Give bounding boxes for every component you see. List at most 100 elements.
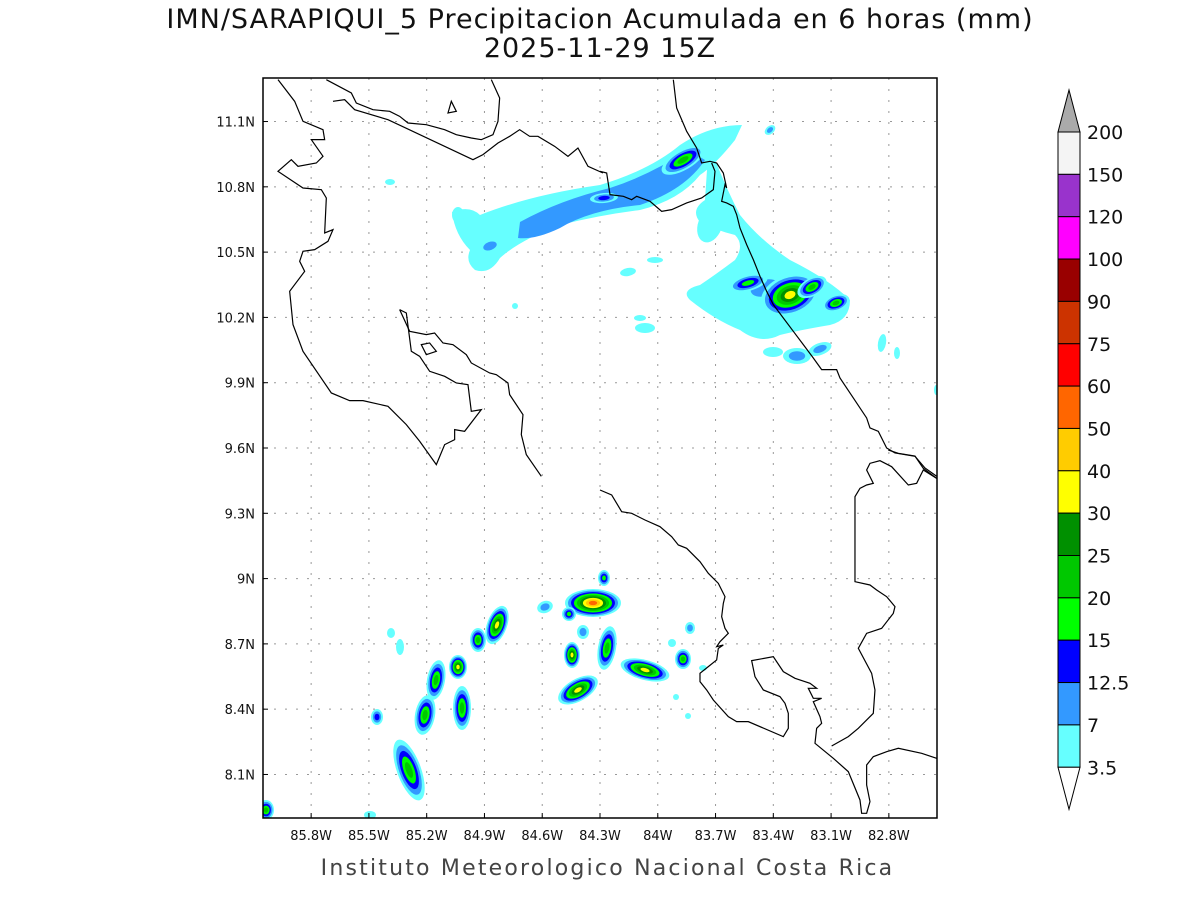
rain-cell: [784, 290, 796, 300]
lon-tick-label: 83.1W: [810, 829, 852, 844]
rain-cell: [604, 642, 610, 654]
rain-cell: [512, 303, 518, 309]
rain-cell: [832, 300, 840, 306]
colorbar-label: 7: [1087, 715, 1099, 737]
rain-cell: [588, 600, 598, 606]
lat-tick-label: 9.6N: [225, 442, 255, 457]
rain-cell: [697, 207, 723, 243]
rain-cell: [877, 334, 887, 352]
colorbar-label: 90: [1087, 291, 1111, 313]
rain-cell: [263, 807, 269, 813]
lon-tick-label: 85.2W: [406, 829, 448, 844]
rain-cell: [763, 347, 783, 357]
lat-tick-label: 10.2N: [216, 311, 255, 326]
colorbar-bin: [1057, 724, 1081, 768]
rain-cell: [647, 257, 663, 263]
colorbar-label: 50: [1087, 418, 1111, 440]
coastlines: [278, 80, 937, 814]
rain-cell: [741, 280, 755, 286]
rain-cell: [566, 611, 572, 617]
rain-cell: [385, 179, 395, 185]
colorbar-bin: [1057, 300, 1081, 345]
rain-cell: [574, 687, 582, 693]
colorbar-label: 150: [1087, 164, 1123, 186]
rain-cell: [387, 628, 395, 638]
rain-cell: [685, 713, 691, 719]
rain-cell: [766, 127, 774, 133]
rain-cell: [894, 347, 900, 359]
rain-cell: [579, 627, 587, 637]
rain-cell: [620, 267, 636, 277]
colorbar-label: 75: [1087, 334, 1111, 356]
footer-credit: Instituto Meteorologico Nacional Costa R…: [320, 856, 895, 881]
rain-cell: [456, 664, 460, 670]
colorbar-label: 3.5: [1087, 757, 1117, 779]
rain-cell: [598, 195, 610, 201]
lat-tick-label: 8.7N: [225, 638, 255, 653]
rain-cell: [813, 344, 827, 354]
colorbar-bin: [1057, 173, 1081, 218]
rain-cell: [788, 351, 806, 361]
colorbar-label: 100: [1087, 249, 1123, 271]
lon-tick-label: 84.3W: [579, 829, 621, 844]
lat-tick-label: 8.4N: [225, 703, 255, 718]
colorbar-label: 20: [1087, 588, 1111, 610]
lon-tick-label: 85.5W: [348, 829, 390, 844]
colorbar-label: 200: [1087, 122, 1123, 144]
rain-cell: [808, 284, 816, 290]
colorbar-bin: [1057, 385, 1081, 429]
colorbar-label: 25: [1087, 546, 1111, 568]
lon-tick-label: 83.4W: [752, 829, 794, 844]
lon-tick-label: 84.6W: [521, 829, 563, 844]
colorbar-bin: [1057, 343, 1081, 387]
rain-cell: [635, 323, 655, 333]
rain-cell: [422, 709, 428, 721]
rain-cell: [396, 639, 404, 655]
rain-cell: [668, 639, 676, 647]
lat-tick-label: 11.1N: [216, 116, 255, 131]
rain-cell: [540, 603, 550, 611]
rain-cell: [483, 241, 497, 251]
rain-cell: [404, 762, 414, 778]
colorbar-bin: [1057, 427, 1081, 472]
colorbar-label: 30: [1087, 503, 1111, 525]
map-title: IMN/SARAPIQUI_5 Precipitacion Acumulada …: [166, 4, 1034, 35]
colorbar-bin: [1057, 258, 1081, 302]
rain-cell: [433, 674, 439, 686]
lon-tick-label: 84.9W: [464, 829, 506, 844]
colorbar-bin: [1057, 131, 1081, 175]
rain-cell: [494, 621, 500, 629]
colorbar-over-triangle: [1057, 88, 1081, 133]
colorbar-bin: [1057, 470, 1081, 514]
rain-cell: [475, 636, 481, 644]
precipitation-field: [263, 125, 937, 818]
colorbar-label: 120: [1087, 207, 1123, 229]
lat-tick-label: 9N: [237, 573, 255, 588]
lon-tick-label: 84W: [643, 829, 673, 844]
lat-tick-label: 10.5N: [216, 246, 255, 261]
colorbar-label: 12.5: [1087, 673, 1129, 695]
lon-tick-label: 85.8W: [290, 829, 332, 844]
colorbar-label: 15: [1087, 630, 1111, 652]
colorbar-under-triangle: [1057, 766, 1081, 812]
rain-cell: [452, 207, 464, 223]
rain-cell: [374, 713, 380, 721]
colorbar-bin: [1057, 216, 1081, 260]
lat-tick-label: 9.9N: [225, 377, 255, 392]
rain-cell: [673, 694, 679, 700]
lat-tick-label: 10.8N: [216, 181, 255, 196]
rain-cell: [680, 656, 686, 662]
rain-cell: [677, 156, 689, 164]
colorbar-bin: [1057, 682, 1081, 726]
map-valid-time: 2025-11-29 15Z: [483, 33, 717, 64]
colorbar-bin: [1057, 639, 1081, 684]
rain-cell: [687, 624, 693, 632]
colorbar-legend: 200 150 120 100 90 75 60 50 40 30 25 20 15 12.5 7 3.5: [1057, 88, 1129, 812]
colorbar-bin: [1057, 555, 1081, 599]
rain-cell: [570, 652, 574, 658]
lat-tick-label: 8.1N: [225, 768, 255, 783]
rain-cell: [602, 575, 606, 581]
colorbar-label: 40: [1087, 461, 1111, 483]
rain-cell: [364, 811, 376, 818]
lon-tick-label: 83.7W: [695, 829, 737, 844]
